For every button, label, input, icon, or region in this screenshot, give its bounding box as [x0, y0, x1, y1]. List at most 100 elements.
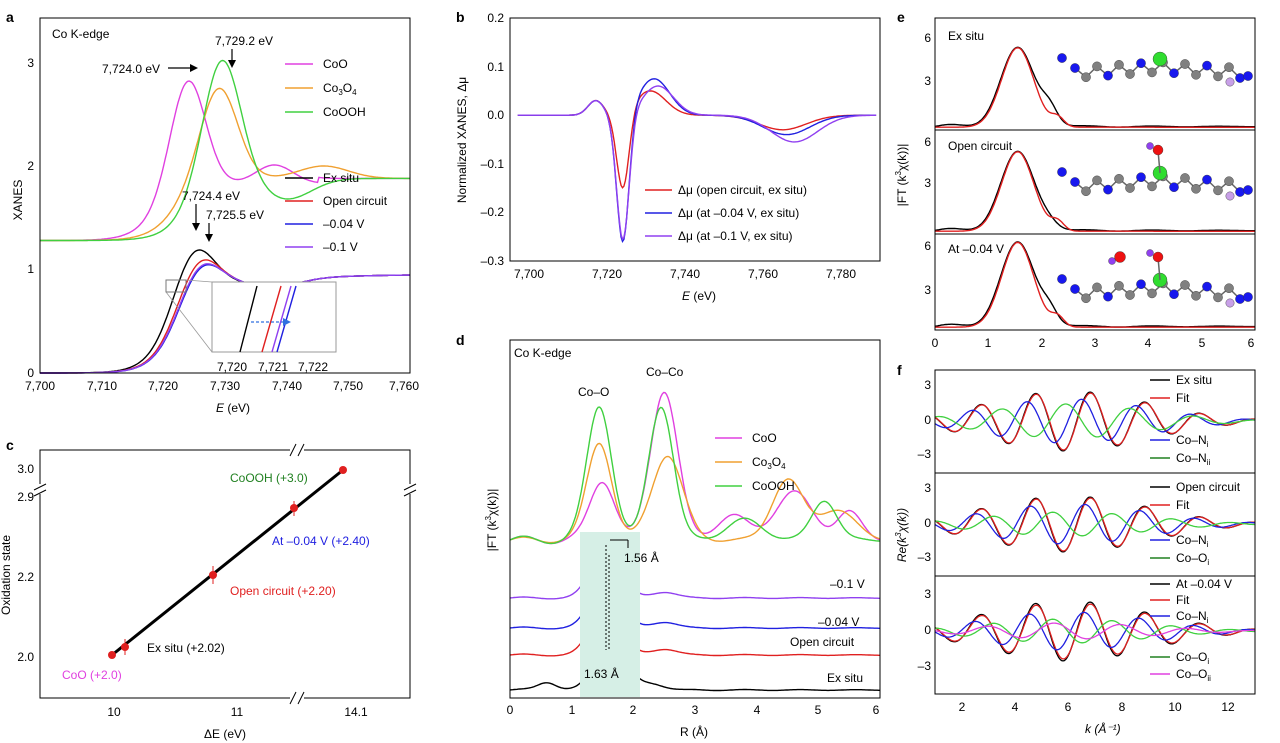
d-legend-co3o4: Co3O4: [752, 455, 786, 471]
a-legend-open: Open circuit: [323, 194, 388, 208]
a-legend-m004: –0.04 V: [323, 217, 364, 231]
d-legend-coo: CoO: [752, 431, 777, 445]
e-xtick-3: 3: [1092, 336, 1099, 350]
c-fit-line: [111, 468, 344, 657]
a-curve-coo: [40, 80, 410, 242]
panel-c: c Oxidation state 3.0 2.9 2.2 2.0 10 11 …: [0, 437, 417, 741]
b-ytick-6: –0.3: [481, 254, 505, 268]
panel-a-label: a: [6, 9, 14, 25]
f-ytick-3a: 3: [924, 378, 931, 392]
a-inset-tick-2: 7,721: [258, 360, 288, 374]
f3-legend-cooi: Co–Oi: [1176, 650, 1209, 666]
panel-d-ylabel: |FT (k3χ(k))|: [484, 489, 499, 552]
c-label-cooh: CoOOH (+3.0): [230, 471, 308, 485]
c-break-right-1: [403, 483, 417, 491]
f-m004-coni: [934, 611, 1256, 651]
carbon-atom: [1092, 61, 1102, 72]
c-break-top-2: [297, 443, 305, 457]
f-exsitu-fit: [934, 392, 1255, 451]
f-open-coni: [934, 503, 1256, 545]
c-ytick-4: 2.0: [17, 650, 34, 664]
carbon-atom: [1213, 71, 1223, 82]
e-exsitu-fit: [935, 47, 1255, 128]
c-break-bot-mask: [290, 692, 304, 704]
a-ann-7729: 7,729.2 eV: [215, 34, 273, 48]
e-xtick-4: 4: [1145, 336, 1152, 350]
hydrogen-atom: [1108, 257, 1116, 265]
d-label-exsitu: Ex situ: [827, 671, 863, 685]
d-label-m01: –0.1 V: [830, 577, 865, 591]
a-xtick-3: 7,720: [148, 379, 178, 393]
carbon-atom: [1081, 72, 1091, 82]
nitrogen-atom: [1103, 70, 1113, 81]
f3-legend-at: At –0.04 V: [1176, 577, 1232, 591]
e-m004-data: [934, 241, 1255, 328]
nitrogen-atom: [1243, 292, 1253, 302]
carbon-atom: [1114, 173, 1124, 184]
c-xtick-3: 14.1: [344, 705, 368, 719]
nitrogen-atom: [1202, 60, 1212, 71]
carbon-atom: [1180, 280, 1190, 290]
c-label-coo: CoO (+2.0): [62, 668, 122, 682]
f1-legend-fit: Fit: [1176, 391, 1190, 405]
d-curve-co3o4: [509, 442, 881, 544]
panel-f-ylabel: Re(k3χ(k)): [894, 508, 909, 562]
carbon-atom: [1092, 282, 1102, 293]
carbon-atom: [1125, 69, 1135, 79]
nitrogen-atom: [1235, 73, 1245, 83]
a-ytick-0: 0: [27, 366, 34, 380]
hydrogen-atom: [1146, 142, 1154, 150]
f-ytick-m3b: –3: [918, 550, 932, 564]
d-curve-exsitu: [509, 629, 880, 692]
oxygen-atom: [1114, 251, 1126, 263]
panel-a-frame: [39, 17, 411, 374]
a-inset-tick-3: 7,722: [298, 360, 328, 374]
carbon-atom: [1180, 173, 1190, 183]
carbon-atom: [1213, 185, 1223, 196]
carbon-atom: [1224, 62, 1234, 72]
panel-c-frame: [39, 449, 411, 699]
hydrogen-atom: [1146, 249, 1154, 257]
panel-e: e |FT (k3χ(k))| Ex situ Open circuit At …: [894, 9, 1256, 350]
f-m004-fit: [934, 603, 1256, 660]
a-inset-tick-1: 7,720: [217, 360, 247, 374]
a-inset-m004: [276, 285, 297, 353]
panel-e-frame-3: [934, 233, 1256, 331]
b-xtick-3: 7,740: [670, 267, 700, 281]
d-curve-cooh: [509, 406, 881, 545]
d-ann-coo: Co–O: [578, 385, 609, 399]
panel-a-xlabel: E (eV): [216, 401, 250, 415]
carbon-atom: [1224, 176, 1234, 186]
c-break-right-mask: [404, 484, 416, 494]
e-ytick-6a: 6: [924, 31, 931, 45]
f-ytick-0c: 0: [924, 623, 931, 637]
panel-d: d Co K-edge |FT (k3χ(k))| 0 1 2 3 4 5 6 …: [456, 332, 881, 739]
d-ann-156: 1.56 Å: [624, 550, 659, 565]
c-break-bot-2: [297, 691, 305, 705]
nitrogen-atom: [1243, 185, 1253, 195]
a-zoom-line-2: [185, 279, 213, 283]
e-xtick-1: 1: [985, 336, 992, 350]
e-xtick-2: 2: [1039, 336, 1046, 350]
nitrogen-atom: [1202, 281, 1212, 292]
cobalt-atom: [1152, 51, 1168, 67]
a-zoom-line-1: [165, 291, 213, 353]
d-xtick-4: 4: [754, 703, 761, 717]
panel-f-xlabel: k (Å⁻¹): [1085, 721, 1121, 736]
b-xtick-5: 7,780: [826, 267, 856, 281]
panel-c-label: c: [6, 437, 14, 453]
a-ytick-2: 2: [27, 159, 34, 173]
d-curve-m01: [509, 543, 880, 600]
e-open-fit: [935, 151, 1255, 232]
carbon-atom: [1191, 183, 1201, 194]
a-legend-m01: –0.1 V: [323, 240, 358, 254]
c-label-m004: At –0.04 V (+2.40): [272, 534, 370, 548]
f-ytick-3c: 3: [924, 587, 931, 601]
nitrogen-atom: [1136, 58, 1146, 69]
nitrogen-atom: [1235, 294, 1245, 304]
f2-legend-cooi: Co–Oi: [1176, 551, 1209, 567]
c-break-bot-1: [289, 691, 297, 705]
a-curve-cooh: [40, 59, 410, 242]
b-legend-3: Δμ (at –0.1 V, ex situ): [678, 229, 793, 243]
